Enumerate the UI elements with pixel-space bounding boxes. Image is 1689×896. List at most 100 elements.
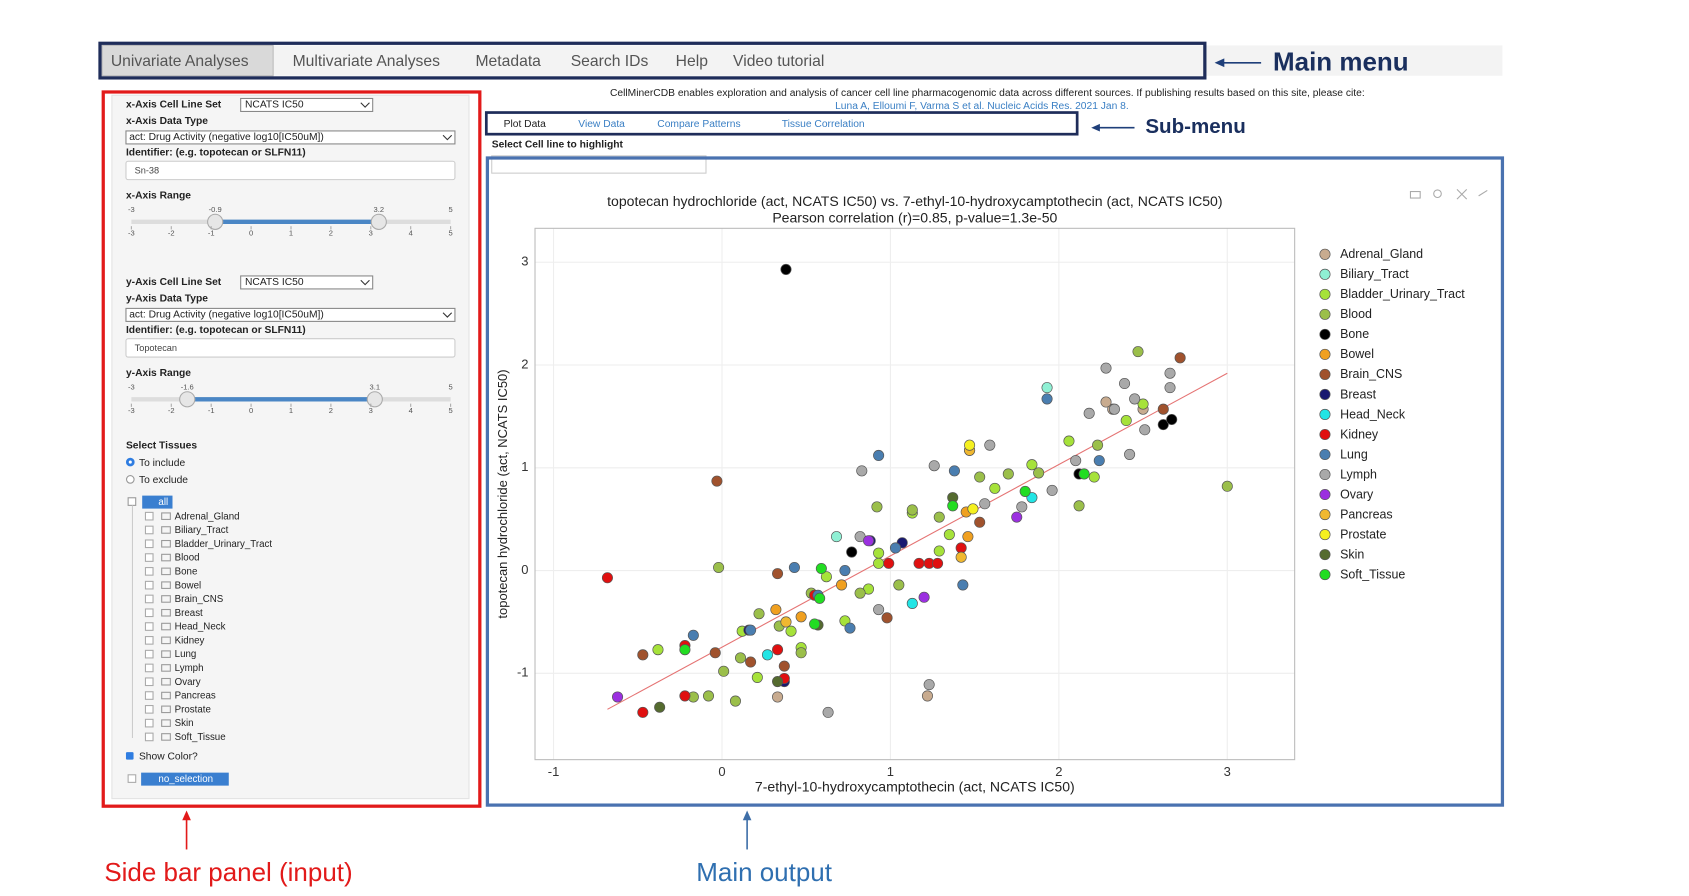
tree-item[interactable]: Bladder_Urinary_Tract	[175, 539, 273, 550]
tree-toggle[interactable]	[144, 663, 154, 673]
tree-root-selected[interactable]	[142, 495, 173, 509]
tree-item[interactable]: Soft_Tissue	[175, 732, 226, 743]
tree-toggle[interactable]	[144, 622, 154, 631]
point	[637, 706, 649, 718]
legend-label[interactable]: Biliary_Tract	[1340, 267, 1409, 281]
legend-label[interactable]: Kidney	[1340, 427, 1379, 441]
legend-label[interactable]: Prostate	[1340, 527, 1386, 541]
radio[interactable]	[125, 475, 135, 484]
select[interactable]	[125, 130, 456, 145]
autoscale-icon[interactable]	[1478, 189, 1488, 197]
tree-item[interactable]: Lung	[175, 649, 197, 660]
zoom-icon[interactable]	[1433, 189, 1442, 199]
chart-subtitle: Pearson correlation (r)=0.85, p-value=1.…	[772, 209, 1057, 225]
tree-toggle[interactable]	[144, 525, 154, 535]
tree-toggle[interactable]	[144, 649, 154, 659]
point	[770, 604, 782, 616]
legend-label[interactable]: Bladder_Urinary_Tract	[1340, 287, 1465, 301]
slider-handle[interactable]	[207, 213, 224, 230]
legend-label[interactable]: Adrenal_Gland	[1340, 247, 1423, 261]
slider-handle[interactable]	[370, 213, 387, 230]
tree-item[interactable]: Bone	[175, 566, 198, 577]
folder-icon	[161, 512, 171, 520]
point	[734, 652, 747, 664]
menu-tab[interactable]: Help	[676, 53, 709, 70]
tree-item[interactable]: Blood	[175, 553, 200, 564]
text-input[interactable]	[125, 338, 456, 358]
tree-toggle[interactable]	[144, 511, 154, 521]
text-input[interactable]	[125, 160, 456, 181]
select[interactable]	[125, 307, 456, 322]
tree-toggle[interactable]	[144, 718, 154, 728]
submenu-tab[interactable]: View Data	[578, 119, 625, 130]
menu-tab[interactable]: Video tutorial	[733, 53, 824, 70]
legend-label[interactable]: Head_Neck	[1340, 407, 1406, 421]
tree-item[interactable]: Breast	[175, 608, 203, 619]
tree-toggle[interactable]	[127, 497, 137, 506]
tree-item[interactable]: Biliary_Tract	[175, 525, 229, 536]
tree-toggle[interactable]	[144, 636, 154, 645]
tree-toggle[interactable]	[144, 567, 154, 576]
select[interactable]	[240, 275, 374, 290]
legend-marker	[1319, 348, 1331, 360]
tree-toggle[interactable]	[144, 677, 154, 687]
tree-item[interactable]: Prostate	[175, 704, 211, 715]
tree-item[interactable]: Ovary	[175, 677, 201, 688]
slider-handle[interactable]	[366, 391, 383, 408]
highlight-input[interactable]	[491, 155, 707, 174]
menu-tab[interactable]: Univariate Analyses	[111, 53, 249, 70]
tree-toggle[interactable]	[127, 774, 137, 783]
select[interactable]	[240, 97, 374, 112]
point	[761, 649, 773, 661]
legend-label[interactable]: Skin	[1340, 547, 1364, 561]
slider-tick-label: 2	[329, 406, 333, 415]
annotation: Side bar panel (input)	[104, 857, 352, 887]
tree-toggle[interactable]	[144, 691, 154, 700]
tree-item[interactable]: Bowel	[175, 580, 201, 591]
legend-label[interactable]: Breast	[1340, 387, 1376, 401]
citation-link[interactable]: Luna A, Elloumi F, Varma S et al. Nuclei…	[835, 101, 1129, 112]
legend-label[interactable]: Soft_Tissue	[1340, 567, 1405, 581]
tree-item[interactable]: Brain_CNS	[175, 594, 224, 605]
folder-icon	[161, 664, 171, 672]
legend-label[interactable]: Bone	[1340, 327, 1369, 341]
point	[883, 557, 895, 569]
arrow-head	[1091, 123, 1100, 132]
tree-toggle[interactable]	[144, 705, 154, 714]
checkbox[interactable]	[125, 752, 134, 760]
legend-label[interactable]: Ovary	[1340, 487, 1374, 501]
legend-label[interactable]: Blood	[1340, 307, 1372, 321]
camera-icon[interactable]	[1409, 190, 1421, 199]
tree-toggle[interactable]	[144, 580, 154, 590]
legend-marker	[1319, 569, 1331, 581]
tree-toggle[interactable]	[144, 553, 154, 562]
pan-icon[interactable]	[1456, 188, 1468, 200]
point	[1100, 362, 1112, 374]
tree-root-selected[interactable]	[141, 772, 229, 786]
menu-tab[interactable]: Metadata	[475, 53, 541, 70]
legend-label[interactable]: Brain_CNS	[1340, 367, 1402, 381]
tree-item[interactable]: Kidney	[175, 635, 205, 646]
tree-item[interactable]: Pancreas	[175, 691, 216, 702]
trend-line	[607, 372, 1228, 710]
tree-item[interactable]: Lymph	[175, 663, 204, 674]
legend-label[interactable]: Lung	[1340, 447, 1368, 461]
tree-item[interactable]: Skin	[175, 718, 194, 729]
tree-toggle[interactable]	[144, 732, 154, 742]
point	[1157, 419, 1169, 431]
tree-item[interactable]: Head_Neck	[175, 622, 226, 633]
tree-toggle[interactable]	[144, 594, 154, 604]
folder-icon	[161, 608, 171, 617]
legend-label[interactable]: Lymph	[1340, 467, 1377, 481]
tree-toggle[interactable]	[144, 539, 154, 549]
tree-item[interactable]: Adrenal_Gland	[175, 511, 240, 522]
tree-toggle[interactable]	[144, 608, 154, 618]
menu-tab[interactable]: Multivariate Analyses	[293, 53, 441, 70]
legend-label[interactable]: Bowel	[1340, 347, 1374, 361]
slider-handle[interactable]	[179, 391, 196, 408]
menu-tab[interactable]: Search IDs	[571, 53, 649, 70]
submenu-tab[interactable]: Compare Patterns	[657, 119, 740, 130]
submenu-tab[interactable]: Tissue Correlation	[782, 119, 865, 130]
legend-label[interactable]: Pancreas	[1340, 507, 1393, 521]
submenu-tab[interactable]: Plot Data	[504, 119, 547, 130]
